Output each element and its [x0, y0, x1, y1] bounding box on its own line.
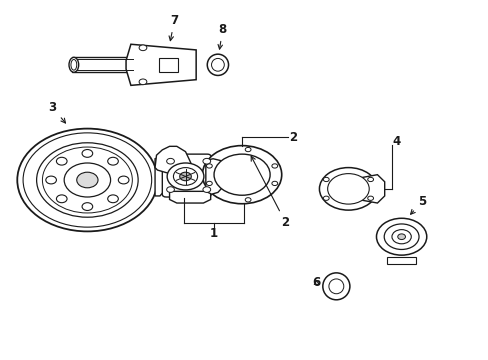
Circle shape — [271, 181, 277, 185]
Circle shape — [23, 133, 151, 227]
Ellipse shape — [207, 54, 228, 76]
Circle shape — [214, 154, 269, 195]
Circle shape — [367, 177, 373, 181]
Circle shape — [367, 196, 373, 201]
Polygon shape — [126, 44, 196, 85]
Circle shape — [384, 224, 418, 249]
Circle shape — [319, 168, 377, 210]
Circle shape — [82, 203, 93, 211]
Circle shape — [244, 198, 250, 202]
Circle shape — [271, 164, 277, 168]
Circle shape — [77, 172, 98, 188]
Circle shape — [56, 195, 67, 203]
Circle shape — [376, 218, 426, 255]
Circle shape — [107, 157, 118, 165]
Polygon shape — [72, 57, 136, 72]
Ellipse shape — [69, 57, 79, 72]
Polygon shape — [386, 257, 415, 264]
Circle shape — [323, 196, 328, 201]
Ellipse shape — [71, 59, 77, 70]
Text: 7: 7 — [169, 14, 178, 41]
Ellipse shape — [322, 273, 349, 300]
Circle shape — [42, 147, 132, 213]
Circle shape — [17, 129, 157, 231]
Text: 2: 2 — [288, 131, 296, 144]
Circle shape — [206, 164, 212, 168]
Circle shape — [206, 181, 212, 185]
Circle shape — [166, 158, 174, 164]
Circle shape — [37, 143, 138, 217]
Circle shape — [327, 174, 368, 204]
Polygon shape — [205, 159, 223, 194]
Text: 8: 8 — [218, 23, 226, 49]
Circle shape — [56, 157, 67, 165]
Polygon shape — [155, 157, 169, 196]
Polygon shape — [169, 192, 210, 203]
Circle shape — [203, 158, 210, 164]
Circle shape — [244, 148, 250, 152]
Circle shape — [323, 177, 328, 181]
FancyBboxPatch shape — [162, 154, 211, 197]
Circle shape — [46, 176, 56, 184]
Circle shape — [139, 45, 146, 51]
Polygon shape — [159, 58, 178, 72]
Text: 2: 2 — [251, 156, 289, 229]
Circle shape — [107, 195, 118, 203]
Circle shape — [202, 145, 281, 204]
Polygon shape — [357, 175, 384, 203]
Text: 4: 4 — [392, 135, 400, 148]
Text: 5: 5 — [410, 195, 426, 214]
Text: 1: 1 — [209, 227, 218, 240]
Circle shape — [139, 79, 146, 85]
Circle shape — [166, 187, 174, 192]
Circle shape — [391, 230, 410, 244]
Circle shape — [203, 187, 210, 192]
Circle shape — [118, 176, 129, 184]
Circle shape — [82, 149, 93, 157]
Ellipse shape — [211, 58, 224, 71]
Text: 6: 6 — [311, 276, 320, 289]
Ellipse shape — [328, 279, 343, 294]
Circle shape — [173, 168, 197, 185]
Circle shape — [397, 234, 405, 239]
Circle shape — [167, 163, 203, 190]
Polygon shape — [155, 146, 191, 173]
Circle shape — [64, 163, 110, 197]
Text: 3: 3 — [48, 101, 65, 123]
Circle shape — [180, 172, 191, 181]
